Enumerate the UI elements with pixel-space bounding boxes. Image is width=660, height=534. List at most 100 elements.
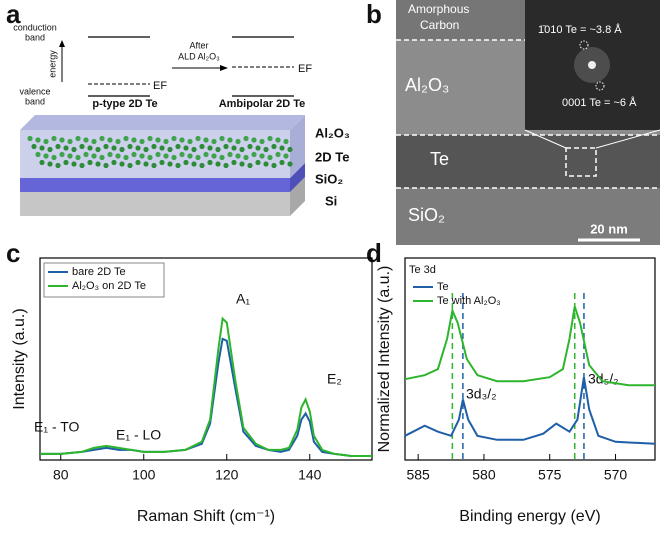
series-line: [404, 306, 655, 387]
te-atom: [119, 146, 125, 153]
te-atom: [131, 137, 137, 143]
te-atom: [147, 154, 153, 161]
te-atom: [243, 135, 249, 142]
te-atom: [55, 143, 61, 150]
x-tick-label: 585: [406, 467, 430, 483]
te-atom: [231, 159, 237, 166]
panel-label: d: [366, 238, 382, 268]
te-atom: [111, 145, 117, 151]
scale-label: 20 nm: [590, 221, 628, 236]
te-atom: [271, 143, 277, 150]
legend-label: Te with Al₂O₃: [437, 295, 501, 307]
te-atom: [263, 161, 269, 167]
panel-label: c: [6, 238, 20, 268]
te-atom: [71, 161, 77, 167]
te-atom: [171, 154, 177, 161]
te-atom: [263, 146, 269, 153]
x-tick-label: 570: [604, 467, 628, 483]
label: conduction: [13, 22, 57, 32]
te-atom: [195, 154, 201, 161]
te-atom: [123, 154, 129, 161]
label: band: [25, 32, 45, 42]
layer-label: SiO₂: [315, 171, 343, 186]
te-atom: [107, 151, 113, 158]
label: EF: [153, 80, 167, 92]
legend-title: Te 3d: [409, 264, 436, 276]
x-tick-label: 100: [132, 467, 156, 483]
te-atom: [75, 154, 81, 161]
te-atom: [63, 159, 69, 166]
te-atom: [83, 137, 89, 143]
te-atom: [159, 159, 165, 166]
te-atom: [183, 145, 189, 151]
sio2-region: [396, 188, 660, 245]
te-atom: [175, 162, 181, 169]
te-atom: [99, 154, 105, 161]
te-atom: [199, 143, 205, 150]
te-atom: [143, 146, 149, 153]
te-atom: [131, 151, 137, 158]
te-atom: [207, 145, 213, 151]
x-axis-label: Binding energy (eV): [459, 508, 600, 525]
te-atom: [59, 151, 65, 158]
te-atom: [219, 154, 225, 161]
te-atom: [215, 146, 221, 153]
zoom-line: [524, 129, 567, 149]
te-atom: [47, 161, 53, 167]
te-atom: [215, 161, 221, 167]
te-atom: [139, 153, 145, 159]
te-atom: [199, 162, 205, 169]
te-atom: [95, 146, 101, 153]
te-atom: [223, 143, 229, 150]
te-atom: [275, 151, 281, 158]
te-atom: [87, 159, 93, 166]
te-atom: [71, 146, 77, 153]
panel-label: a: [6, 0, 21, 29]
label: EF: [298, 63, 312, 75]
te-atom: [79, 162, 85, 169]
te-atom: [111, 159, 117, 166]
te-atom: [87, 145, 93, 151]
region-label: Al₂O₃: [405, 75, 449, 95]
te-atom: [107, 137, 113, 143]
te-atom: [63, 145, 69, 151]
te-atom: [51, 154, 57, 161]
te-atom: [243, 154, 249, 161]
panel-label: b: [366, 0, 382, 29]
te-atom: [139, 138, 145, 145]
te-atom: [99, 135, 105, 142]
te-atom: [151, 162, 157, 169]
te-atom: [187, 153, 193, 159]
te-atom: [35, 137, 41, 143]
te-atoms: [27, 135, 293, 169]
te-atom: [251, 137, 257, 143]
te-atom: [47, 146, 53, 153]
te-atom: [283, 138, 289, 145]
fft-marker: [579, 40, 589, 50]
te-atom: [163, 138, 169, 145]
te-atom: [267, 135, 273, 142]
te-atom: [211, 153, 217, 159]
legend-label: Al₂O₃ on 2D Te: [72, 280, 146, 292]
te-atom: [287, 161, 293, 167]
device-stack: Al₂O₃ 2D Te SiO₂ Si: [20, 115, 350, 216]
series-line: [40, 316, 372, 457]
te-atom: [271, 162, 277, 169]
label: p-type 2D Te: [92, 98, 157, 110]
region-label: Te: [430, 149, 449, 169]
te-atom: [235, 153, 241, 159]
te-atom: [27, 135, 33, 142]
plot-frame: [39, 257, 373, 461]
series-line: [404, 377, 656, 445]
te-atom: [239, 161, 245, 167]
label: ALD Al₂O₃: [178, 51, 220, 61]
te-atom: [211, 138, 217, 145]
te-atom: [187, 138, 193, 145]
al2o3-side: [290, 115, 305, 178]
te-atom: [179, 137, 185, 143]
te-atom: [103, 162, 109, 169]
te-atom: [67, 153, 73, 159]
te-atom: [35, 151, 41, 158]
te-atom: [259, 138, 265, 145]
